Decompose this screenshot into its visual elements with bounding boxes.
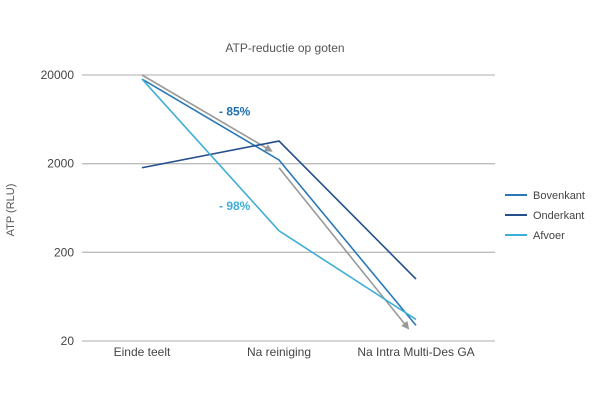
x-tick-label: Na Intra Multi-Des GA [357, 345, 474, 359]
legend-label: Afvoer [533, 230, 565, 242]
y-tick-labels: 20000 2000 200 20 [41, 68, 75, 348]
y-tick-label: 20 [61, 334, 75, 348]
y-tick-label: 200 [54, 245, 74, 259]
reduction-arrow [141, 74, 273, 152]
chart-title: ATP-reductie op goten [225, 41, 344, 55]
x-tick-labels: Einde teelt Na reiniging Na Intra Multi-De… [114, 345, 475, 359]
legend-label: Bovenkant [533, 190, 585, 202]
y-tick-label: 2000 [47, 157, 74, 171]
x-tick-label: Einde teelt [114, 345, 171, 359]
y-axis-label: ATP (RLU) [5, 184, 17, 237]
legend: Bovenkant Onderkant Afvoer [505, 190, 585, 242]
y-tick-label: 20000 [41, 68, 75, 82]
series-line-afvoer [141, 78, 417, 321]
annotations: - 85% - 98% [219, 104, 251, 213]
series-lines [141, 78, 417, 326]
reduction-arrows [141, 74, 410, 330]
reduction-annotation: - 98% [219, 199, 251, 213]
grid-lines [82, 74, 495, 342]
legend-label: Onderkant [533, 210, 584, 222]
series-line-onderkant [141, 140, 417, 280]
x-tick-label: Na reiniging [247, 345, 311, 359]
reduction-annotation: - 85% [219, 104, 251, 118]
series-line-bovenkant [141, 78, 417, 326]
reduction-arrow [278, 167, 410, 330]
